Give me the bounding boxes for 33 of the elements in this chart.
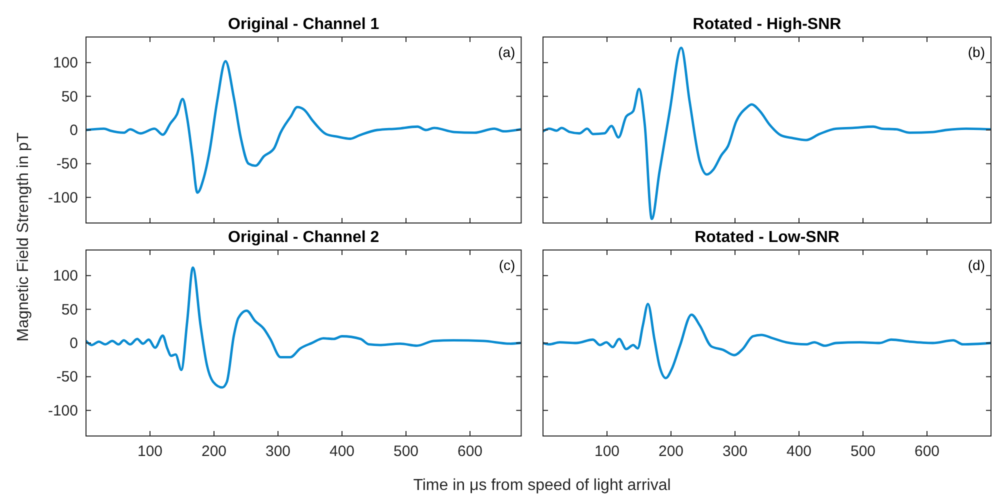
- x-tick-label: 300: [265, 443, 291, 460]
- x-tick-label: 100: [594, 443, 620, 460]
- y-tick-label: -100: [48, 189, 78, 206]
- x-tick-label: 300: [722, 443, 748, 460]
- chart-title: Original - Channel 2: [228, 229, 380, 246]
- y-tick-label: 0: [70, 335, 78, 352]
- x-tick-label: 200: [201, 443, 227, 460]
- y-tick-label: -50: [56, 368, 78, 386]
- chart-title: Rotated - High-SNR: [692, 16, 842, 33]
- y-tick-label: 100: [52, 54, 78, 72]
- annotation: (d): [968, 257, 985, 273]
- x-tick-label: 600: [457, 443, 483, 460]
- x-tick-label: 500: [393, 443, 419, 460]
- x-tick-label: 500: [850, 443, 876, 460]
- annotation: (b): [968, 44, 985, 60]
- y-tick-label: 50: [61, 88, 78, 106]
- chart-title: Rotated - Low-SNR: [694, 229, 840, 246]
- x-axis-title: Time in μs from speed of light arrival: [413, 477, 671, 494]
- annotation: (a): [498, 44, 516, 60]
- y-tick-label: -100: [48, 402, 78, 420]
- x-tick-label: 200: [658, 443, 684, 460]
- y-tick-label: 50: [61, 301, 78, 318]
- line-series: [86, 60, 522, 194]
- y-axis-title: Magnetic Field Strength in pT: [15, 132, 32, 342]
- y-tick-label: 0: [70, 122, 78, 139]
- chart-title: Original - Channel 1: [228, 16, 380, 33]
- y-tick-label: 100: [52, 268, 78, 285]
- annotation: (c): [498, 257, 516, 273]
- x-tick-label: 100: [137, 443, 163, 460]
- x-tick-label: 400: [786, 443, 812, 460]
- x-tick-label: 400: [329, 443, 355, 460]
- y-tick-label: -50: [56, 156, 78, 173]
- x-tick-label: 600: [914, 443, 940, 460]
